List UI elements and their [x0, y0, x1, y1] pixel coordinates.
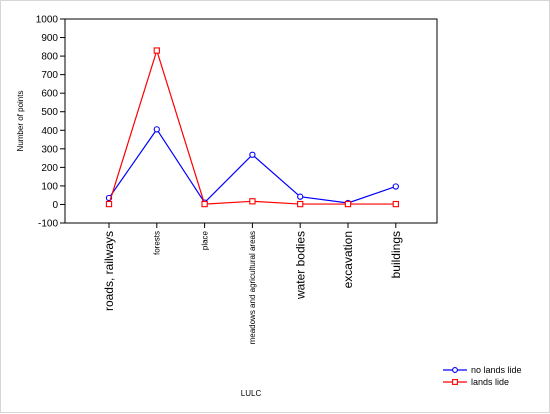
legend-label: no lands lide	[471, 365, 522, 375]
legend: no lands lide lands lide	[443, 365, 522, 387]
x-axis: roads, railways forests place meadows and a…	[102, 223, 403, 344]
x-category-label: place	[200, 230, 209, 250]
x-category-label: water bodies	[293, 231, 307, 300]
y-tick-label: 800	[41, 52, 58, 63]
y-tick-label: 900	[41, 33, 58, 44]
data-point	[249, 198, 256, 205]
y-tick-label: 400	[41, 126, 58, 137]
x-category-label: forests	[153, 231, 162, 255]
y-tick-label: 600	[41, 89, 58, 100]
x-category-label: excavation	[341, 231, 355, 288]
data-point	[201, 200, 208, 208]
data-point	[153, 126, 160, 133]
legend-marker	[452, 379, 458, 385]
x-category-label: meadows and agricultural areas	[248, 231, 257, 344]
series-layer	[105, 47, 399, 208]
data-point	[297, 200, 304, 208]
data-point	[153, 47, 160, 54]
data-point	[344, 200, 352, 208]
y-tick-label: 1000	[36, 15, 59, 26]
x-category-label: buildings	[389, 231, 403, 278]
legend-marker	[452, 367, 458, 373]
legend-label: lands lide	[471, 377, 509, 387]
data-point	[249, 151, 256, 158]
y-axis-title: Number of points	[16, 91, 25, 152]
y-tick-label: -100	[38, 219, 58, 230]
x-category-label: roads, railways	[102, 231, 116, 311]
y-tick-label: 700	[41, 70, 58, 81]
y-axis: -100 0 100 200 300 400 500 600 700 800 900 1000	[36, 15, 65, 230]
y-tick-label: 0	[52, 200, 58, 211]
data-point	[392, 200, 399, 208]
y-tick-label: 200	[41, 163, 58, 174]
data-point	[392, 183, 399, 190]
data-point	[105, 200, 113, 208]
y-tick-label: 500	[41, 107, 58, 118]
data-point	[297, 193, 304, 200]
plot-area	[64, 18, 438, 224]
x-axis-title: LULC	[241, 389, 262, 398]
y-tick-label: 300	[41, 144, 58, 155]
y-tick-label: 100	[41, 181, 58, 192]
